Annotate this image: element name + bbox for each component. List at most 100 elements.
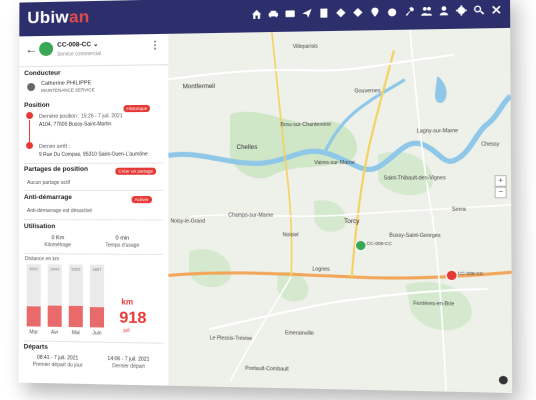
current-month-label: juil (123, 327, 130, 335)
distance-bar-value: 3343 (50, 266, 60, 272)
vehicle-marker-red[interactable]: CC-008-CC (445, 269, 483, 282)
map-corner-icon[interactable] (498, 375, 508, 385)
map-view[interactable]: Montfermeil Chelles Brou-sur-Chantereine… (168, 27, 513, 394)
usage-heading: Utilisation (23, 223, 56, 231)
position-heading: Position (24, 101, 50, 110)
distance-bar: 3857 (89, 264, 105, 328)
top-bar: Ubiwan (19, 0, 511, 37)
divider (24, 162, 164, 165)
distance-bar-value: 5353 (71, 266, 81, 272)
car-icon[interactable] (265, 6, 280, 21)
map-label: Champs-sur-Marne (228, 212, 274, 219)
more-options-icon[interactable]: ⋮ (149, 40, 161, 52)
position-pin-icon (26, 111, 34, 120)
sharing-status: Aucun partage actif (26, 179, 71, 186)
chevron-down-icon[interactable]: ⌄ (92, 41, 99, 49)
driver-icon (27, 83, 36, 92)
route-icon[interactable] (350, 5, 365, 20)
current-distance-value: 918 (119, 309, 147, 328)
vehicle-status-icon (39, 41, 54, 57)
stop-pin-icon (26, 141, 34, 150)
map-label: Saint-Thibault-des-Vignes (383, 175, 446, 182)
back-arrow-icon[interactable]: ← (25, 42, 38, 57)
distance-bar: 5353 (68, 264, 83, 328)
diamond-icon[interactable] (333, 5, 348, 20)
last-departure-time: 14:06 - 7 juil. 2021 (107, 356, 150, 363)
history-button[interactable]: Historique (123, 104, 151, 113)
brand-logo[interactable]: Ubiwan (27, 7, 90, 28)
last-position-label: Dernière position : 15:26 - 7 juil. 2021 (39, 113, 123, 120)
map-label: Montfermeil (182, 83, 216, 91)
map-label: Pontault-Combault (245, 365, 289, 373)
map-label: Lognes (312, 266, 330, 273)
map-label: Lagny-sur-Marne (416, 128, 459, 135)
activate-button[interactable]: Activer (131, 196, 152, 204)
last-departure-label: Dernier départ (112, 363, 145, 370)
zoom-in-button[interactable]: + (494, 175, 507, 187)
map-label: Serris (451, 206, 467, 214)
vehicle-panel: ← CC-008-CC ⌄ Service commercial ⋮ Condu… (18, 33, 170, 386)
map-label: Bussy-Saint-Georges (389, 232, 441, 240)
send-icon[interactable] (299, 6, 314, 21)
map-label: Le Plessis-Trévise (209, 335, 253, 343)
map-label: Noisiel (282, 232, 299, 239)
distance-bar-month: Avr (50, 329, 59, 336)
driver-service: MAINTENANCE SERVICE (41, 87, 95, 93)
distance-bar-value: 3021 (29, 266, 39, 272)
map-label: Gouvernes (354, 88, 381, 95)
divider (23, 219, 164, 221)
map-label: Noisy-le-Grand (170, 218, 206, 225)
close-icon[interactable] (488, 2, 503, 17)
distance-bar-value: 3857 (92, 266, 102, 272)
distance-bar: 3021 (26, 264, 41, 327)
car-marker-icon (445, 269, 458, 282)
position-track-line (29, 120, 31, 142)
document-icon[interactable] (316, 5, 331, 20)
driver-name[interactable]: Catherine PHILIPPE (41, 80, 92, 87)
driver-heading: Conducteur (24, 69, 61, 78)
map-label: Chelles (236, 144, 258, 152)
mileage-label: Kilométrage (44, 242, 72, 249)
map-label: Villeparisis (292, 43, 318, 51)
toolbar (249, 2, 504, 21)
gear-icon[interactable] (453, 2, 468, 17)
distance-unit: km (121, 297, 134, 307)
search-icon[interactable] (471, 2, 486, 17)
map-label: Torcy (344, 218, 360, 226)
divider (23, 253, 164, 256)
last-stop-address: 9 Rue Du Compas, 95310 Saint-Ouen-L'aumô… (38, 151, 148, 158)
card-icon[interactable] (282, 6, 297, 21)
alarm-icon[interactable] (384, 4, 399, 19)
distance-bar-month: Mai (71, 330, 80, 337)
distance-bar: 3343 (47, 264, 62, 327)
usage-time-label: Temps d'usage (105, 242, 140, 249)
last-position-address: A104, 77600 Bussy-Saint-Martin (39, 121, 112, 128)
person-icon[interactable] (436, 3, 451, 18)
create-share-button[interactable]: Créer un partage (115, 167, 157, 175)
vehicle-service: Service commercial (57, 51, 101, 58)
mileage-value: 0 Km (51, 235, 65, 242)
first-departure-label: Premier départ du jour (32, 361, 83, 369)
map-label: Ferrières-en-Brie (413, 300, 455, 308)
distance-bar-month: Mar (29, 329, 38, 336)
vehicle-header: ← CC-008-CC ⌄ Service commercial ⋮ (19, 33, 169, 68)
divider (23, 189, 164, 191)
first-departure-time: 08:41 - 7 juil. 2021 (37, 354, 79, 362)
last-stop-label: Dernier arrêt : (38, 143, 70, 150)
anti-start-status: Anti-démarrage est désactivé (26, 208, 93, 215)
usage-time-value: 0 min (115, 235, 130, 242)
map-label: Chessy (481, 141, 500, 148)
distance-label: Distance en km (24, 256, 60, 263)
home-icon[interactable] (249, 7, 264, 22)
wrench-icon[interactable] (401, 4, 416, 19)
pin-icon[interactable] (367, 4, 382, 19)
vehicle-name[interactable]: CC-008-CC ⌄ (57, 41, 99, 49)
map-label: Emerainville (285, 330, 314, 337)
vehicle-marker-green[interactable]: CC-008-CC (354, 239, 392, 252)
map-label: Vaires-sur-Marne (314, 159, 355, 167)
sharing-heading: Partages de position (24, 165, 88, 173)
users-icon[interactable] (418, 3, 433, 18)
map-canvas (168, 28, 512, 393)
zoom-out-button[interactable]: − (494, 186, 507, 199)
